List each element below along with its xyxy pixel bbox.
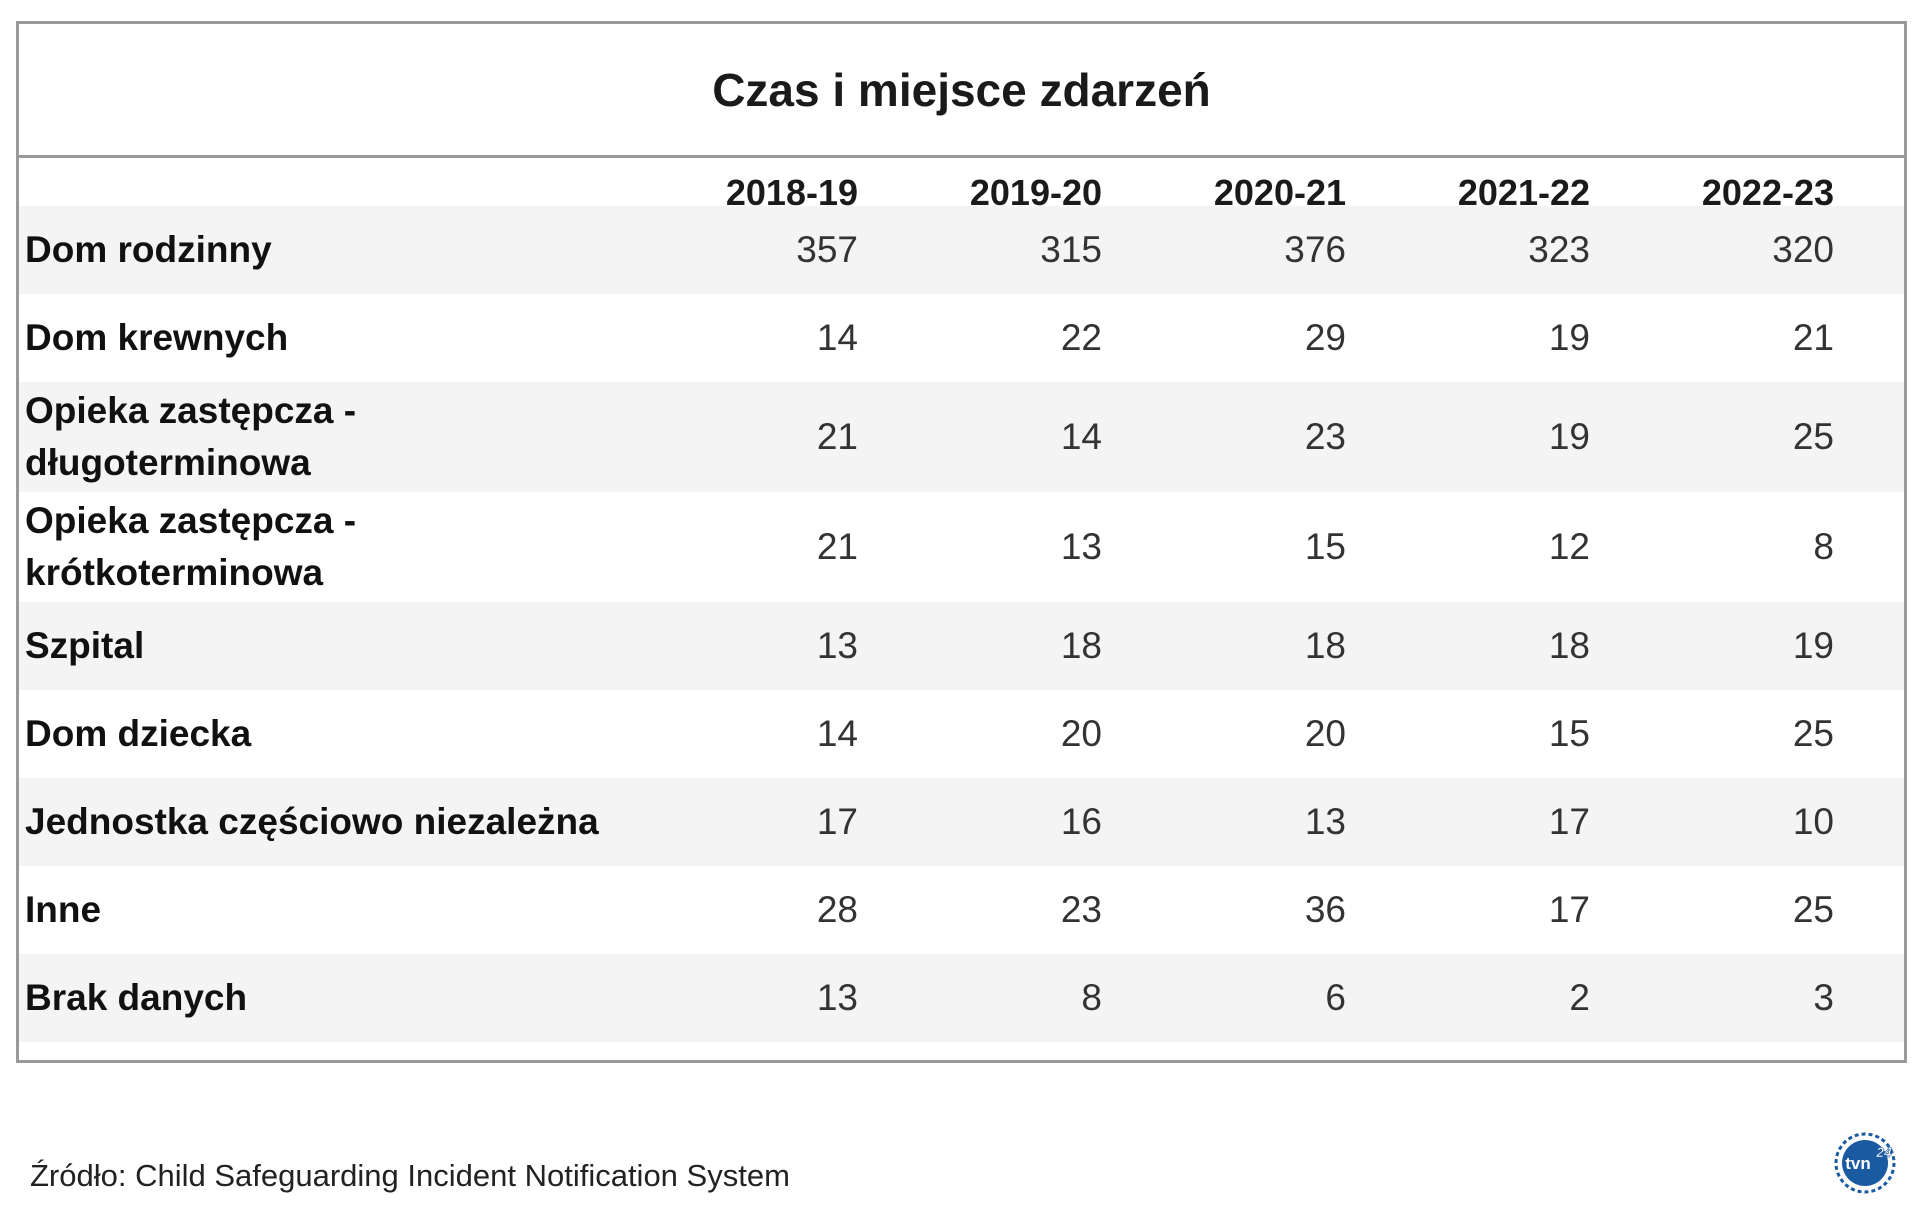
column-header-2021-22: 2021-22 [1457,171,1590,213]
table-cell-2019-20: 16 [1060,801,1102,842]
table-cell-2022-23: 8 [1813,526,1834,567]
row-label-line: Opieka zastępcza - [25,390,357,431]
row-label: Brak danych [25,954,665,1042]
table-cell-2021-22: 18 [1548,625,1590,666]
row-label-line: Dom dziecka [25,713,252,754]
table-cell-2020-21: 36 [1304,889,1346,930]
table-cell-2018-19: 21 [816,526,858,567]
table-cell-2020-21: 18 [1304,625,1346,666]
table-cell-2018-19: 28 [816,889,858,930]
table-cell-2022-23: 320 [1772,229,1834,270]
table-row: Opieka zastępcza - długoterminowa 21 14 23 19… [19,382,1904,492]
logo-text-tvn: tvn [1845,1154,1871,1173]
row-label-line: długoterminowa [25,442,311,483]
table-cell-2019-20: 13 [1060,526,1102,567]
table-cell-2019-20: 8 [1081,977,1102,1018]
table-cell-2020-21: 23 [1304,416,1346,457]
table-row: Opieka zastępcza - krótkoterminowa 21 13 15 1… [19,492,1904,602]
table-cell-2022-23: 25 [1792,889,1834,930]
row-label-line: krótkoterminowa [25,552,324,593]
row-label: Opieka zastępcza - długoterminowa [25,382,665,492]
row-label-line: Inne [25,889,102,930]
table-cell-2020-21: 6 [1325,977,1346,1018]
table-cell-2018-19: 21 [816,416,858,457]
row-label-line: Opieka zastępcza - [25,500,357,541]
row-label: Inne [25,866,665,954]
table-cell-2020-21: 20 [1304,713,1346,754]
table-row: Jednostka częściowo niezależna 17 16 13 17 10 [19,778,1904,866]
row-label: Dom krewnych [25,294,665,382]
table-cell-2022-23: 21 [1792,317,1834,358]
table-cell-2018-19: 14 [816,713,858,754]
table-row: Dom dziecka 14 20 20 15 25 [19,690,1904,778]
column-header-2022-23: 2022-23 [1701,171,1834,213]
table-title: Czas i miejsce zdarzeń [712,63,1211,116]
table-row: Brak danych 13 8 6 2 3 [19,954,1904,1042]
table-cell-2021-22: 19 [1548,317,1590,358]
table-cell-2022-23: 25 [1792,416,1834,457]
row-label: Jednostka częściowo niezależna [25,778,665,866]
table-cell-2020-21: 15 [1304,526,1346,567]
source-note: Źródło: Child Safeguarding Incident Noti… [30,1158,790,1193]
column-header-2020-21: 2020-21 [1213,171,1346,213]
row-label-line: Dom krewnych [25,317,289,358]
column-header-2018-19: 2018-19 [725,171,858,213]
row-label-line: Dom rodzinny [25,229,272,270]
table-cell-2020-21: 13 [1304,801,1346,842]
table-cell-2021-22: 19 [1548,416,1590,457]
row-label: Dom dziecka [25,690,665,778]
table-cell-2021-22: 17 [1548,801,1590,842]
table-cell-2019-20: 14 [1060,416,1102,457]
row-label: Dom rodzinny [25,206,665,294]
table-cell-2019-20: 23 [1060,889,1102,930]
table-row: Szpital 13 18 18 18 19 [19,602,1904,690]
row-label: Szpital [25,602,665,690]
table-cell-2018-19: 17 [816,801,858,842]
table-cell-2021-22: 2 [1569,977,1590,1018]
table-cell-2021-22: 12 [1548,526,1590,567]
table-cell-2021-22: 323 [1528,229,1590,270]
table-cell-2019-20: 18 [1060,625,1102,666]
table-cell-2019-20: 315 [1040,229,1102,270]
column-header-2019-20: 2019-20 [969,171,1102,213]
table-cell-2022-23: 3 [1813,977,1834,1018]
row-label-line: Jednostka częściowo niezależna [25,801,599,842]
logo-text-24: 24 [1875,1144,1892,1160]
table-cell-2022-23: 19 [1792,625,1834,666]
row-label: Opieka zastępcza - krótkoterminowa [25,492,665,602]
table-cell-2022-23: 25 [1792,713,1834,754]
table-cell-2021-22: 17 [1548,889,1590,930]
table-row: Dom krewnych 14 22 29 19 21 [19,294,1904,382]
tvn24-logo-icon: tvn 24 [1834,1132,1896,1194]
table-cell-2018-19: 14 [816,317,858,358]
row-label-line: Szpital [25,625,145,666]
table-cell-2019-20: 22 [1060,317,1102,358]
row-label-line: Brak danych [25,977,248,1018]
table-row: Inne 28 23 36 17 25 [19,866,1904,954]
table-cell-2020-21: 29 [1304,317,1346,358]
table-cell-2022-23: 10 [1792,801,1834,842]
table-cell-2020-21: 376 [1284,229,1346,270]
table-cell-2018-19: 357 [796,229,858,270]
table-cell-2019-20: 20 [1060,713,1102,754]
table-frame: Czas i miejsce zdarzeń 2018-19 2019-20 202… [16,21,1907,1063]
table-cell-2021-22: 15 [1548,713,1590,754]
title-box: Czas i miejsce zdarzeń [19,24,1904,158]
table-cell-2018-19: 13 [816,977,858,1018]
table-row: Dom rodzinny 357 315 376 323 320 [19,206,1904,294]
table-cell-2018-19: 13 [816,625,858,666]
